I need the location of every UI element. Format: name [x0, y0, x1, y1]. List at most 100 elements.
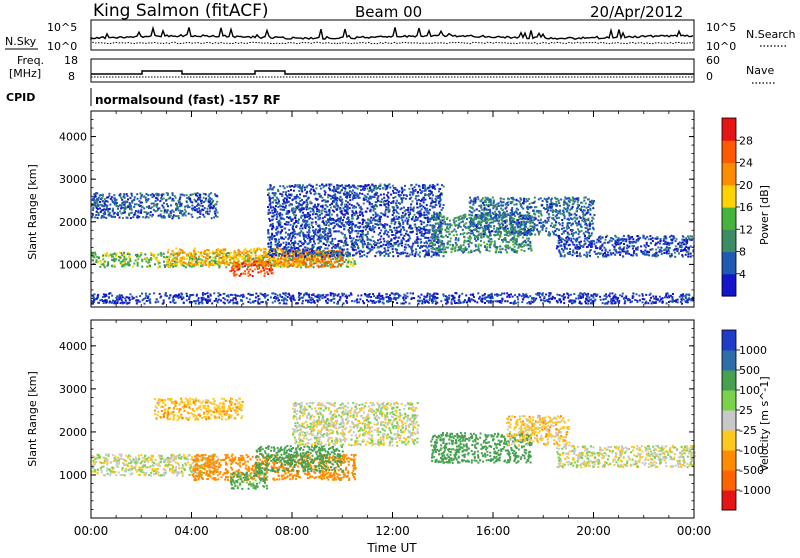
heatmap-cell — [257, 264, 259, 266]
heatmap-cell — [441, 240, 443, 242]
heatmap-cell — [182, 250, 184, 252]
heatmap-cell — [327, 196, 329, 198]
heatmap-cell — [233, 255, 235, 257]
heatmap-cell — [454, 217, 456, 219]
heatmap-cell — [384, 227, 386, 229]
heatmap-cell — [444, 249, 446, 251]
heatmap-cell — [306, 221, 308, 223]
heatmap-cell — [282, 203, 284, 205]
heatmap-cell — [304, 246, 306, 248]
heatmap-cell — [313, 190, 315, 192]
heatmap-cell — [94, 202, 96, 204]
heatmap-cell — [345, 200, 347, 202]
heatmap-cell — [502, 241, 504, 243]
heatmap-cell — [304, 187, 306, 189]
heatmap-cell — [303, 195, 305, 197]
heatmap-cell — [494, 240, 496, 242]
heatmap-cell — [475, 214, 477, 216]
heatmap-cell — [325, 233, 327, 235]
heatmap-cell — [414, 255, 416, 257]
heatmap-cell — [194, 256, 196, 258]
heatmap-cell — [378, 227, 380, 229]
heatmap-cell — [425, 245, 427, 247]
heatmap-cell — [166, 211, 168, 213]
heatmap-cell — [155, 258, 157, 260]
heatmap-cell — [319, 217, 321, 219]
heatmap-cell — [379, 204, 381, 206]
heatmap-cell — [366, 223, 368, 225]
heatmap-cell — [392, 218, 394, 220]
heatmap-cell — [499, 245, 501, 247]
heatmap-cell — [324, 199, 326, 201]
heatmap-cell — [301, 199, 303, 201]
heatmap-cell — [524, 234, 526, 236]
heatmap-cell — [163, 198, 165, 200]
heatmap-cell — [431, 256, 433, 258]
heatmap-cell — [371, 246, 373, 248]
heatmap-cell — [157, 254, 159, 256]
heatmap-cell — [338, 240, 340, 242]
heatmap-cell — [342, 214, 344, 216]
heatmap-cell — [108, 193, 110, 195]
heatmap-cell — [272, 206, 274, 208]
heatmap-cell — [119, 252, 121, 254]
heatmap-cell — [372, 225, 374, 227]
heatmap-cell — [493, 245, 495, 247]
heatmap-cell — [103, 216, 105, 218]
heatmap-cell — [267, 261, 269, 263]
heatmap-cell — [357, 245, 359, 247]
heatmap-cell — [131, 193, 133, 195]
heatmap-cell — [234, 271, 236, 273]
heatmap-cell — [130, 217, 132, 219]
heatmap-cell — [528, 198, 530, 200]
heatmap-cell — [310, 211, 312, 213]
heatmap-cell — [336, 215, 338, 217]
heatmap-cell — [447, 223, 449, 225]
heatmap-cell — [269, 254, 271, 256]
heatmap-cell — [115, 255, 117, 257]
heatmap-cell — [438, 201, 440, 203]
heatmap-cell — [136, 258, 138, 260]
heatmap-cell — [217, 212, 219, 214]
heatmap-cell — [393, 227, 395, 229]
heatmap-cell — [120, 204, 122, 206]
heatmap-cell — [355, 194, 357, 196]
heatmap-cell — [198, 256, 200, 258]
heatmap-cell — [249, 264, 251, 266]
heatmap-cell — [365, 225, 367, 227]
heatmap-cell — [92, 259, 94, 261]
heatmap-cell — [208, 195, 210, 197]
heatmap-cell — [212, 200, 214, 202]
heatmap-cell — [384, 255, 386, 257]
heatmap-cell — [365, 198, 367, 200]
heatmap-cell — [466, 218, 468, 220]
heatmap-cell — [391, 231, 393, 233]
heatmap-cell — [434, 206, 436, 208]
heatmap-cell — [282, 185, 284, 187]
heatmap-cell — [574, 217, 576, 219]
heatmap-cell — [379, 188, 381, 190]
heatmap-cell — [458, 225, 460, 227]
heatmap-cell — [414, 214, 416, 216]
heatmap-cell — [352, 223, 354, 225]
heatmap-cell — [292, 212, 294, 214]
nsearch-series — [91, 42, 693, 44]
heatmap-cell — [309, 248, 311, 250]
heatmap-cell — [548, 219, 550, 221]
heatmap-cell — [98, 257, 100, 259]
heatmap-cell — [315, 229, 317, 231]
heatmap-cell — [185, 266, 187, 268]
heatmap-cell — [157, 194, 159, 196]
heatmap-cell — [329, 250, 331, 252]
heatmap-cell — [161, 195, 163, 197]
heatmap-cell — [299, 228, 301, 230]
nsearch-label: N.Search — [746, 28, 796, 41]
heatmap-cell — [339, 225, 341, 227]
heatmap-cell — [514, 246, 516, 248]
heatmap-cell — [323, 185, 325, 187]
heatmap-cell — [501, 219, 503, 221]
heatmap-cell — [464, 223, 466, 225]
heatmap-cell — [503, 201, 505, 203]
heatmap-cell — [365, 229, 367, 231]
heatmap-cell — [324, 230, 326, 232]
